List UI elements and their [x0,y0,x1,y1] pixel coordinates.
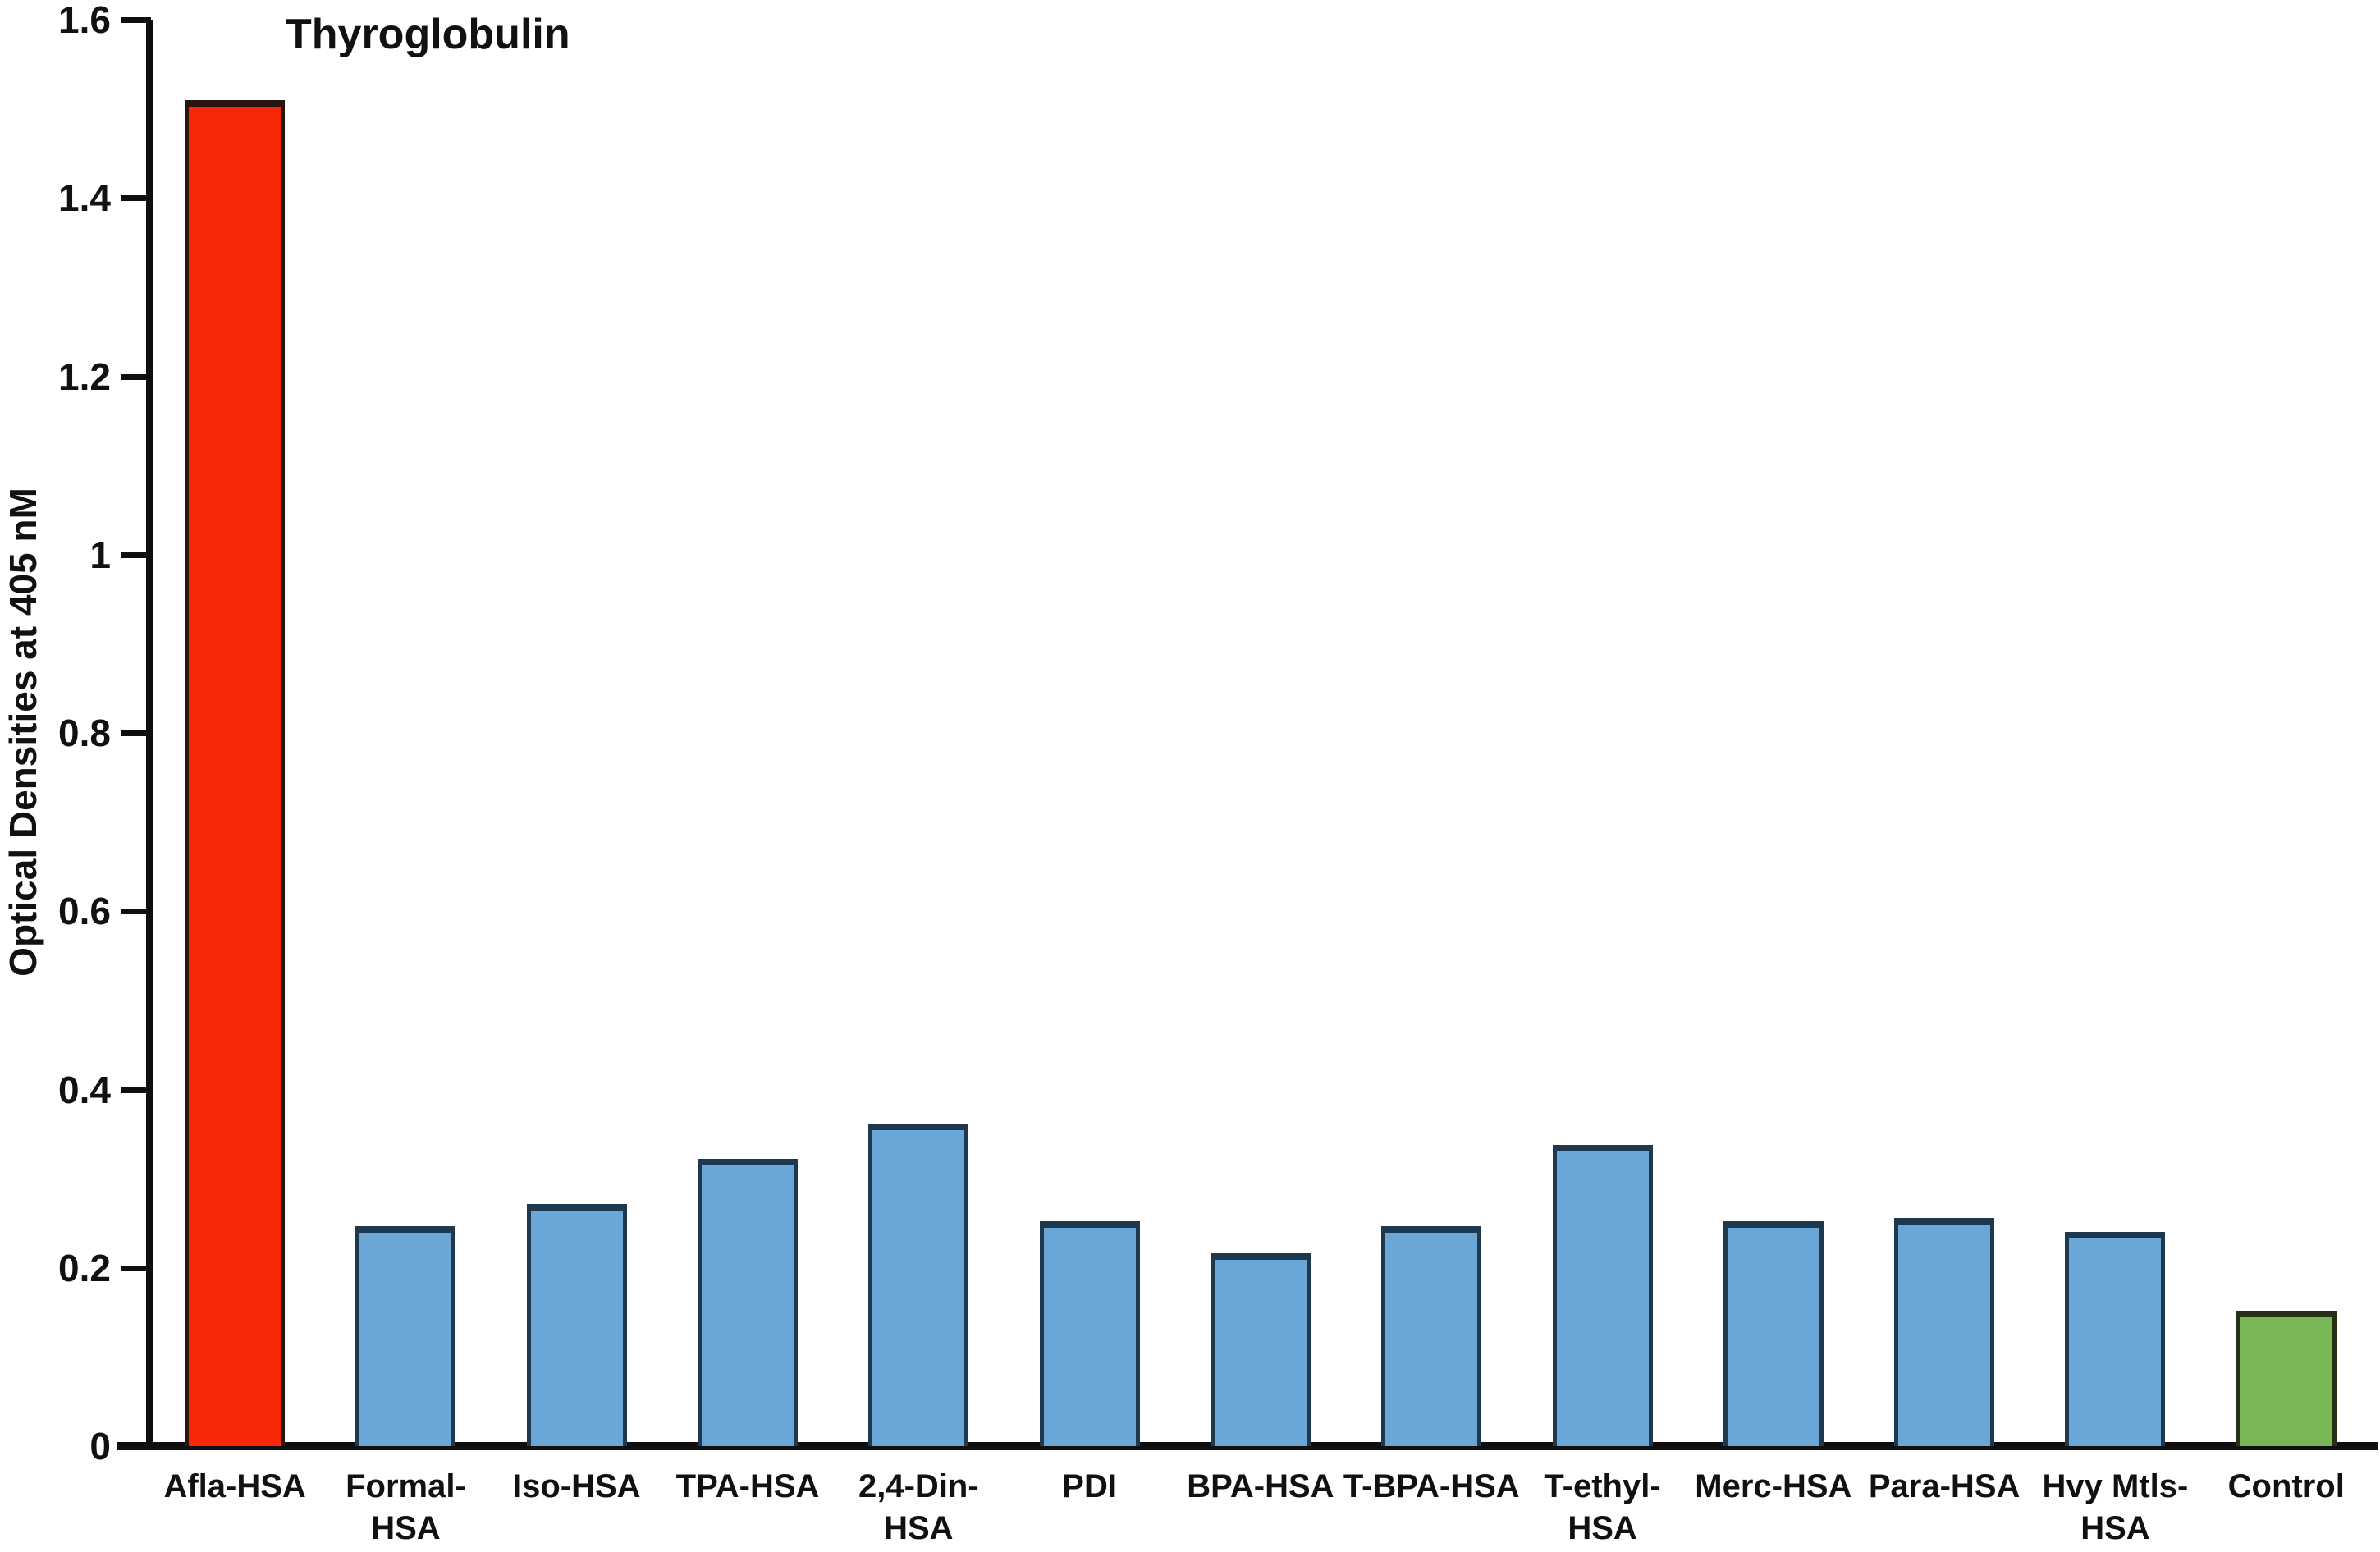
bar-afla-hsa [185,99,286,1446]
y-tick-label: 1 [89,533,111,576]
y-tick-mark [121,909,151,915]
x-axis-line [117,1442,2378,1450]
y-tick-mark [121,373,151,380]
chart-title: Thyroglobulin [286,11,570,58]
y-tick-mark [121,730,151,736]
bar-2-4-din-hsa [868,1123,969,1446]
y-tick-label: 0.6 [58,890,111,933]
y-tick-mark [121,1444,151,1449]
x-tick-label-bpa-hsa: BPA-HSA [1187,1468,1334,1504]
x-tick-label-afla-hsa: Afla-HSA [163,1468,306,1504]
y-tick-mark [121,17,151,23]
bar-hvy-mtls-hsa [2065,1232,2166,1446]
bar-merc-hsa [1723,1221,1824,1446]
x-tick-label-para-hsa: Para-HSA [1868,1468,2021,1504]
y-tick-mark [121,552,151,558]
bar-pdi [1039,1221,1140,1446]
x-tick-label-t-bpa-hsa: T-BPA-HSA [1343,1468,1520,1504]
y-tick-mark [121,195,151,202]
y-tick-label: 1.4 [58,176,111,220]
y-tick-label: 0 [89,1425,111,1467]
x-tick-label-t-ethyl-hsa: T-ethyl- HSA [1544,1468,1661,1546]
bar-t-bpa-hsa [1381,1225,1482,1446]
y-tick-label: 1.6 [58,0,111,41]
bar-t-ethyl-hsa [1552,1144,1653,1446]
x-tick-label-2-4-din-hsa: 2,4-Din- HSA [858,1468,979,1546]
bar-iso-hsa [526,1203,627,1446]
bar-bpa-hsa [1210,1253,1311,1446]
bar-control [2236,1310,2337,1446]
y-tick-label: 0.8 [58,712,111,754]
x-tick-label-iso-hsa: Iso-HSA [512,1468,641,1504]
bar-tpa-hsa [698,1159,799,1446]
x-tick-label-merc-hsa: Merc-HSA [1695,1468,1852,1504]
y-tick-label: 1.2 [58,355,111,398]
x-tick-label-control: Control [2227,1468,2345,1504]
y-tick-mark [121,1265,151,1271]
y-tick-label: 0.4 [58,1068,111,1111]
x-tick-label-hvy-mtls-hsa: Hvy Mtls- HSA [2042,1468,2189,1546]
x-tick-label-tpa-hsa: TPA-HSA [675,1468,820,1504]
x-tick-label-pdi: PDI [1062,1468,1117,1504]
bar-formal-hsa [355,1225,456,1446]
x-tick-label-formal-hsa: Formal-HSA [346,1468,466,1546]
y-tick-label: 0.2 [58,1246,111,1289]
bar-para-hsa [1894,1217,1995,1446]
y-tick-mark [121,1087,151,1093]
